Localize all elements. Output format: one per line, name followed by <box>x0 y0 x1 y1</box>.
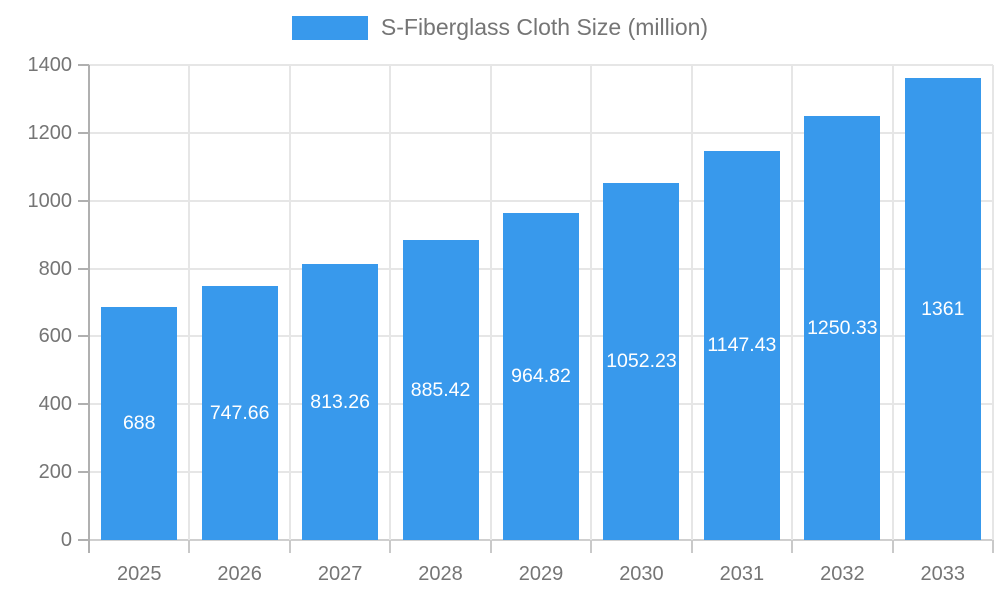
y-axis-tick <box>78 199 89 202</box>
gridline-vertical <box>188 65 191 540</box>
x-tick-label: 2025 <box>116 563 162 585</box>
bar[interactable] <box>201 286 278 540</box>
x-axis-tick <box>891 540 894 553</box>
x-tick-label: 2027 <box>317 563 363 585</box>
gridline-horizontal <box>89 199 993 202</box>
x-tick-label: 2031 <box>719 563 765 585</box>
bar[interactable] <box>603 182 680 540</box>
bar-value-label: 688 <box>122 412 156 435</box>
bar-value-label: 747.66 <box>209 402 270 425</box>
x-axis-tick <box>590 540 593 553</box>
bar-value-label: 1361 <box>921 298 965 321</box>
gridline-vertical <box>992 65 994 540</box>
bar[interactable] <box>503 212 579 540</box>
y-tick-label: 1400 <box>27 54 73 76</box>
y-axis-tick <box>78 64 89 66</box>
y-tick-label: 400 <box>38 393 72 416</box>
gridline-horizontal <box>89 539 993 541</box>
bar-value-label: 1250.33 <box>807 316 878 339</box>
y-axis-tick <box>78 267 89 270</box>
x-tick-label: 2033 <box>920 563 966 585</box>
chart-legend[interactable]: S-Fiberglass Cloth Size (million) <box>0 14 1000 41</box>
gridline-vertical <box>590 65 593 540</box>
y-tick-label: 1000 <box>27 189 73 212</box>
y-axis-tick <box>78 403 89 406</box>
bar-value-label: 1147.43 <box>707 334 777 357</box>
x-axis-tick <box>288 540 291 553</box>
x-tick-label: 2026 <box>217 563 262 585</box>
y-tick-label: 800 <box>38 257 72 280</box>
bar-value-label: 813.26 <box>310 391 370 414</box>
bar-value-label: 885.42 <box>410 378 471 401</box>
x-tick-label: 2032 <box>820 563 865 585</box>
y-tick-label: 600 <box>38 325 72 348</box>
legend-label: S-Fiberglass Cloth Size (million) <box>380 14 709 40</box>
y-tick-label: 200 <box>38 461 72 484</box>
x-tick-label: 2029 <box>518 563 564 585</box>
bar[interactable] <box>101 306 178 540</box>
x-axis-tick <box>389 540 392 553</box>
y-axis-tick <box>78 471 89 474</box>
x-tick-label: 2028 <box>418 563 463 585</box>
bar[interactable] <box>302 264 379 540</box>
gridline-vertical <box>489 65 492 540</box>
y-tick-label: 0 <box>60 529 72 551</box>
x-axis-tick <box>690 540 693 553</box>
gridline-horizontal <box>89 131 993 134</box>
gridline-vertical <box>389 65 392 540</box>
y-axis-tick <box>78 335 89 338</box>
bar-value-label: 1052.23 <box>606 350 677 373</box>
y-axis-tick <box>78 131 89 134</box>
bar[interactable] <box>804 115 881 540</box>
x-axis-tick <box>992 540 994 553</box>
gridline-vertical <box>288 65 291 540</box>
gridline-vertical <box>791 65 794 540</box>
gridline-vertical <box>891 65 894 540</box>
legend-swatch <box>291 15 368 40</box>
x-tick-label: 2030 <box>619 563 664 585</box>
gridline-horizontal <box>89 64 993 66</box>
bar[interactable] <box>904 78 981 540</box>
bar[interactable] <box>402 239 479 540</box>
bar-value-label: 964.82 <box>511 365 571 388</box>
y-axis-line <box>88 65 90 553</box>
y-axis-tick <box>78 539 89 541</box>
x-axis-tick <box>188 540 191 553</box>
x-axis-tick <box>791 540 794 553</box>
bar[interactable] <box>703 150 780 540</box>
x-axis-tick <box>489 540 492 553</box>
gridline-vertical <box>690 65 693 540</box>
y-tick-label: 1200 <box>27 121 73 144</box>
